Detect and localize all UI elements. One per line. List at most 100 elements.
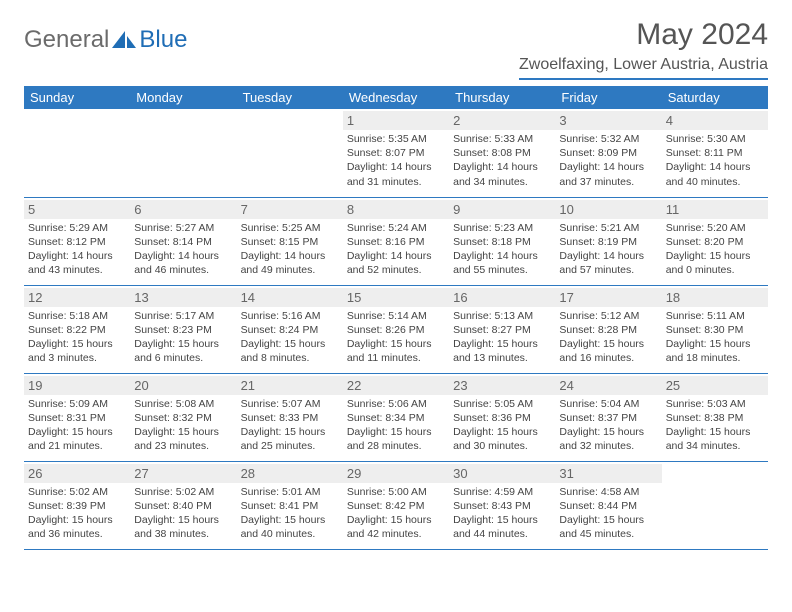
sunrise-line: Sunrise: 5:01 AM	[241, 485, 339, 499]
calendar-empty-cell	[662, 461, 768, 549]
day-number: 27	[130, 464, 236, 483]
sunset-line: Sunset: 8:34 PM	[347, 411, 445, 425]
day-number: 3	[555, 111, 661, 130]
sunset-line: Sunset: 8:30 PM	[666, 323, 764, 337]
sunset-line: Sunset: 8:07 PM	[347, 146, 445, 160]
day-number: 18	[662, 288, 768, 307]
day-info: Sunrise: 5:20 AMSunset: 8:20 PMDaylight:…	[666, 221, 764, 278]
sunset-line: Sunset: 8:09 PM	[559, 146, 657, 160]
daylight-line: Daylight: 15 hours and 3 minutes.	[28, 337, 126, 365]
calendar-day-cell: 31Sunrise: 4:58 AMSunset: 8:44 PMDayligh…	[555, 461, 661, 549]
day-number: 26	[24, 464, 130, 483]
sunrise-line: Sunrise: 5:25 AM	[241, 221, 339, 235]
day-info: Sunrise: 5:04 AMSunset: 8:37 PMDaylight:…	[559, 397, 657, 454]
sunrise-line: Sunrise: 5:35 AM	[347, 132, 445, 146]
month-title: May 2024	[519, 18, 768, 52]
daylight-line: Daylight: 15 hours and 11 minutes.	[347, 337, 445, 365]
day-info: Sunrise: 5:09 AMSunset: 8:31 PMDaylight:…	[28, 397, 126, 454]
calendar-day-cell: 8Sunrise: 5:24 AMSunset: 8:16 PMDaylight…	[343, 197, 449, 285]
sunrise-line: Sunrise: 4:58 AM	[559, 485, 657, 499]
calendar-head: SundayMondayTuesdayWednesdayThursdayFrid…	[24, 86, 768, 109]
sunrise-line: Sunrise: 5:05 AM	[453, 397, 551, 411]
weekday-header: Sunday	[24, 86, 130, 109]
header: General Blue May 2024 Zwoelfaxing, Lower…	[24, 18, 768, 80]
calendar-body: 1Sunrise: 5:35 AMSunset: 8:07 PMDaylight…	[24, 109, 768, 549]
sunrise-line: Sunrise: 5:04 AM	[559, 397, 657, 411]
sunset-line: Sunset: 8:24 PM	[241, 323, 339, 337]
calendar-day-cell: 26 Sunrise: 5:02 AMSunset: 8:39 PMDayligh…	[24, 461, 130, 549]
sunrise-line: Sunrise: 5:17 AM	[134, 309, 232, 323]
day-info: Sunrise: 5:17 AMSunset: 8:23 PMDaylight:…	[134, 309, 232, 366]
calendar-day-cell: 3Sunrise: 5:32 AMSunset: 8:09 PMDaylight…	[555, 109, 661, 197]
day-number: 4	[662, 111, 768, 130]
sunset-line: Sunset: 8:42 PM	[347, 499, 445, 513]
sunset-line: Sunset: 8:23 PM	[134, 323, 232, 337]
daylight-line: Daylight: 15 hours and 25 minutes.	[241, 425, 339, 453]
day-number: 19	[24, 376, 130, 395]
sunset-line: Sunset: 8:08 PM	[453, 146, 551, 160]
day-info: Sunrise: 5:07 AMSunset: 8:33 PMDaylight:…	[241, 397, 339, 454]
sunset-line: Sunset: 8:22 PM	[28, 323, 126, 337]
sunrise-line: Sunrise: 5:32 AM	[559, 132, 657, 146]
sunset-line: Sunset: 8:11 PM	[666, 146, 764, 160]
day-number: 12	[24, 288, 130, 307]
daylight-line: Daylight: 15 hours and 0 minutes.	[666, 249, 764, 277]
day-number: 29	[343, 464, 449, 483]
day-info: Sunrise: 5:03 AMSunset: 8:38 PMDaylight:…	[666, 397, 764, 454]
day-info: Sunrise: 5:33 AMSunset: 8:08 PMDaylight:…	[453, 132, 551, 189]
sunrise-line: Sunrise: 5:27 AM	[134, 221, 232, 235]
day-info: Sunrise: 5:06 AMSunset: 8:34 PMDaylight:…	[347, 397, 445, 454]
sunset-line: Sunset: 8:16 PM	[347, 235, 445, 249]
sunrise-line: Sunrise: 5:02 AM	[134, 485, 232, 499]
sunset-line: Sunset: 8:19 PM	[559, 235, 657, 249]
calendar-empty-cell	[237, 109, 343, 197]
day-info: Sunrise: 4:59 AMSunset: 8:43 PMDaylight:…	[453, 485, 551, 542]
calendar-day-cell: 1Sunrise: 5:35 AMSunset: 8:07 PMDaylight…	[343, 109, 449, 197]
sunset-line: Sunset: 8:38 PM	[666, 411, 764, 425]
daylight-line: Daylight: 15 hours and 8 minutes.	[241, 337, 339, 365]
calendar-day-cell: 2Sunrise: 5:33 AMSunset: 8:08 PMDaylight…	[449, 109, 555, 197]
calendar-day-cell: 18Sunrise: 5:11 AMSunset: 8:30 PMDayligh…	[662, 285, 768, 373]
weekday-header: Thursday	[449, 86, 555, 109]
daylight-line: Daylight: 14 hours and 55 minutes.	[453, 249, 551, 277]
day-info: Sunrise: 5:02 AMSunset: 8:39 PMDaylight:…	[28, 485, 126, 542]
sunset-line: Sunset: 8:33 PM	[241, 411, 339, 425]
daylight-line: Daylight: 15 hours and 21 minutes.	[28, 425, 126, 453]
daylight-line: Daylight: 15 hours and 23 minutes.	[134, 425, 232, 453]
daylight-line: Daylight: 15 hours and 38 minutes.	[134, 513, 232, 541]
day-info: Sunrise: 5:23 AMSunset: 8:18 PMDaylight:…	[453, 221, 551, 278]
daylight-line: Daylight: 15 hours and 30 minutes.	[453, 425, 551, 453]
daylight-line: Daylight: 14 hours and 40 minutes.	[666, 160, 764, 188]
calendar-day-cell: 24Sunrise: 5:04 AMSunset: 8:37 PMDayligh…	[555, 373, 661, 461]
sunset-line: Sunset: 8:15 PM	[241, 235, 339, 249]
daylight-line: Daylight: 15 hours and 32 minutes.	[559, 425, 657, 453]
calendar-day-cell: 30Sunrise: 4:59 AMSunset: 8:43 PMDayligh…	[449, 461, 555, 549]
day-number: 8	[343, 200, 449, 219]
daylight-line: Daylight: 15 hours and 16 minutes.	[559, 337, 657, 365]
daylight-line: Daylight: 15 hours and 36 minutes.	[28, 513, 126, 541]
sunrise-line: Sunrise: 5:13 AM	[453, 309, 551, 323]
sunrise-line: Sunrise: 5:00 AM	[347, 485, 445, 499]
calendar-day-cell: 20Sunrise: 5:08 AMSunset: 8:32 PMDayligh…	[130, 373, 236, 461]
calendar-day-cell: 5Sunrise: 5:29 AMSunset: 8:12 PMDaylight…	[24, 197, 130, 285]
daylight-line: Daylight: 15 hours and 45 minutes.	[559, 513, 657, 541]
sunset-line: Sunset: 8:31 PM	[28, 411, 126, 425]
calendar-day-cell: 25Sunrise: 5:03 AMSunset: 8:38 PMDayligh…	[662, 373, 768, 461]
sunrise-line: Sunrise: 4:59 AM	[453, 485, 551, 499]
sunrise-line: Sunrise: 5:29 AM	[28, 221, 126, 235]
weekday-header: Tuesday	[237, 86, 343, 109]
day-info: Sunrise: 5:29 AMSunset: 8:12 PMDaylight:…	[28, 221, 126, 278]
day-number: 6	[130, 200, 236, 219]
sunrise-line: Sunrise: 5:24 AM	[347, 221, 445, 235]
day-number: 14	[237, 288, 343, 307]
day-info: Sunrise: 5:14 AMSunset: 8:26 PMDaylight:…	[347, 309, 445, 366]
calendar-day-cell: 6Sunrise: 5:27 AMSunset: 8:14 PMDaylight…	[130, 197, 236, 285]
daylight-line: Daylight: 14 hours and 34 minutes.	[453, 160, 551, 188]
calendar-day-cell: 23Sunrise: 5:05 AMSunset: 8:36 PMDayligh…	[449, 373, 555, 461]
calendar-week-row: 5Sunrise: 5:29 AMSunset: 8:12 PMDaylight…	[24, 197, 768, 285]
day-number: 13	[130, 288, 236, 307]
calendar-day-cell: 21Sunrise: 5:07 AMSunset: 8:33 PMDayligh…	[237, 373, 343, 461]
calendar-day-cell: 27 Sunrise: 5:02 AMSunset: 8:40 PMDayligh…	[130, 461, 236, 549]
day-info: Sunrise: 5:35 AMSunset: 8:07 PMDaylight:…	[347, 132, 445, 189]
day-info: Sunrise: 5:02 AMSunset: 8:40 PMDaylight:…	[134, 485, 232, 542]
